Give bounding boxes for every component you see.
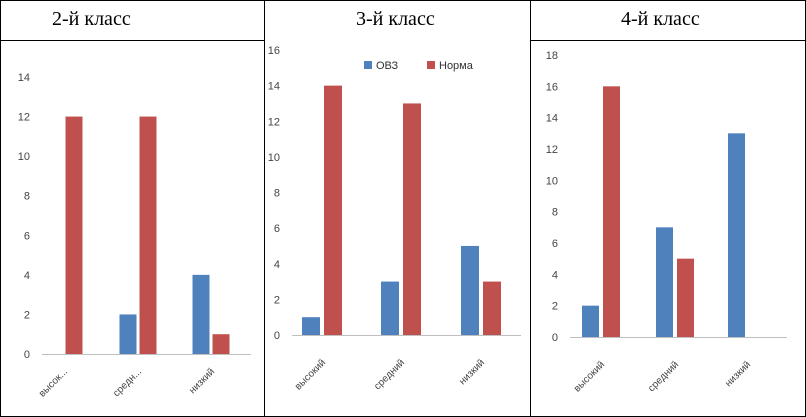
y-tick-label: 0 bbox=[274, 330, 280, 342]
bar-ovz-0 bbox=[302, 317, 320, 335]
bar-ovz-1 bbox=[656, 227, 673, 337]
x-tick-label: низкий bbox=[187, 366, 217, 396]
legend-swatch-ovz bbox=[364, 61, 372, 69]
y-tick-label: 10 bbox=[18, 151, 30, 163]
bar-ovz-1 bbox=[119, 314, 137, 354]
y-tick-label: 14 bbox=[18, 72, 30, 84]
y-tick-label: 16 bbox=[268, 45, 280, 57]
bar-ovz-2 bbox=[461, 245, 479, 335]
bar-norma-2 bbox=[212, 334, 230, 354]
chart-grade-3: 3-й класс ОВЗ Норма 0 2 4 6 8 10 12 14 16 высокий… bbox=[268, 8, 521, 393]
y-tick-label: 8 bbox=[24, 191, 30, 203]
y-tick-label: 10 bbox=[268, 152, 280, 164]
x-tick-label: низкий bbox=[723, 359, 753, 389]
y-tick-label: 14 bbox=[546, 113, 558, 125]
y-tick-label: 6 bbox=[552, 238, 558, 250]
bar-norma-1 bbox=[677, 258, 694, 337]
y-tick-label: 18 bbox=[546, 50, 558, 62]
bar-norma-0 bbox=[603, 86, 620, 337]
legend-label-ovz: ОВЗ bbox=[376, 60, 399, 72]
y-tick-label: 4 bbox=[274, 259, 280, 271]
y-tick-label: 10 bbox=[546, 175, 558, 187]
legend-swatch-norma bbox=[427, 61, 435, 69]
y-tick-label: 6 bbox=[24, 230, 30, 242]
y-tick-label: 2 bbox=[24, 309, 30, 321]
x-tick-label: высокий bbox=[293, 357, 328, 392]
bar-ovz-2 bbox=[728, 133, 745, 337]
y-tick-label: 8 bbox=[552, 207, 558, 219]
y-tick-label: 0 bbox=[552, 332, 558, 344]
bar-norma-2 bbox=[483, 281, 501, 335]
y-tick-label: 12 bbox=[546, 144, 558, 156]
bar-norma-0 bbox=[65, 116, 83, 354]
y-tick-label: 4 bbox=[552, 269, 558, 281]
bar-ovz-1 bbox=[381, 281, 399, 335]
bar-ovz-2 bbox=[192, 274, 210, 354]
legend: ОВЗ Норма bbox=[364, 60, 474, 72]
chart-title: 4-й класс bbox=[621, 8, 700, 30]
y-tick-label: 4 bbox=[24, 270, 30, 282]
y-tick-label: 8 bbox=[274, 188, 280, 200]
y-tick-label: 2 bbox=[552, 301, 558, 313]
x-tick-label: высокий bbox=[572, 359, 607, 394]
x-tick-label: низкий bbox=[457, 357, 487, 387]
bar-norma-0 bbox=[324, 85, 342, 335]
y-tick-label: 16 bbox=[546, 81, 558, 93]
x-tick-label: средний bbox=[646, 359, 681, 394]
y-tick-label: 0 bbox=[24, 349, 30, 361]
y-tick-label: 14 bbox=[268, 81, 280, 93]
bar-ovz-0 bbox=[582, 305, 599, 337]
y-tick-label: 12 bbox=[18, 112, 30, 124]
chart-title: 2-й класс bbox=[52, 8, 131, 30]
chart-title: 3-й класс bbox=[356, 8, 435, 30]
chart-grade-2: 2-й класс 0 2 4 6 8 10 12 14 высок... средн... низ… bbox=[18, 8, 251, 399]
x-tick-label: высок... bbox=[37, 366, 70, 399]
bar-norma-1 bbox=[139, 116, 157, 354]
x-tick-label: средний bbox=[372, 357, 407, 392]
legend-label-norma: Норма bbox=[439, 60, 474, 72]
bar-norma-1 bbox=[403, 103, 421, 335]
chart-grade-4: 4-й класс 0 2 4 6 8 10 12 14 16 18 высокий средний н… bbox=[546, 8, 787, 395]
y-tick-label: 12 bbox=[268, 116, 280, 128]
y-tick-label: 2 bbox=[274, 294, 280, 306]
y-tick-label: 6 bbox=[274, 223, 280, 235]
x-tick-label: средн... bbox=[111, 366, 144, 399]
